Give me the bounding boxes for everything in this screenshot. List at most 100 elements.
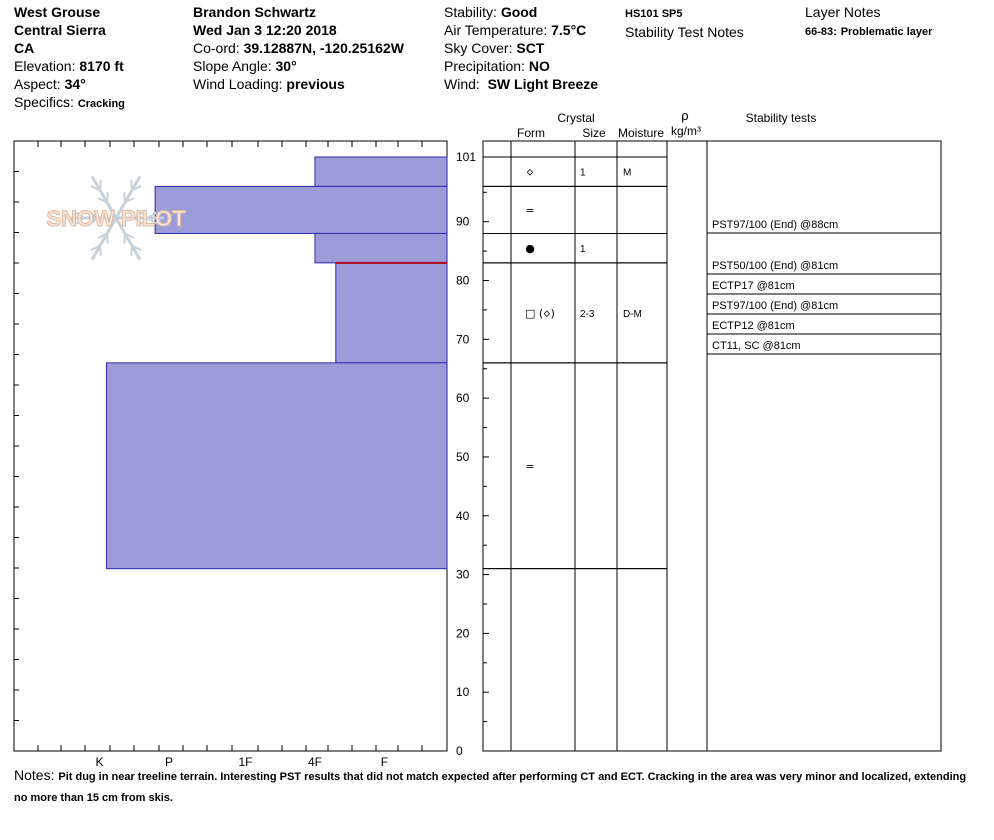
depth-tick-label: 0 [456, 744, 463, 758]
snowflake-arm [90, 217, 118, 261]
observation-datetime: Wed Jan 3 12:20 2018 [193, 22, 337, 38]
stability-tests-panel: PST97/100 (End) @88cm PST50/100 (End) @81… [707, 219, 941, 355]
observer-name: Brandon Schwartz [193, 4, 316, 20]
coord-value: 39.12887N, -120.25162W [243, 40, 404, 56]
snowflake-branch [147, 211, 157, 219]
stability-test-result: ECTP17 @81cm [712, 280, 795, 292]
depth-tick-label: 60 [456, 391, 470, 405]
precip-value: NO [528, 58, 550, 74]
snowflake-arm [90, 175, 118, 219]
coord-label: Co-ord: [193, 40, 240, 56]
notes: Notes: Pit dug in near treeline terrain.… [14, 766, 974, 808]
moisture-header: Moisture [618, 126, 664, 140]
conditions-info: Stability: Good Air Temperature: 7.5°C S… [444, 3, 598, 93]
elevation-label: Elevation: [14, 58, 76, 74]
grain-size: 2-3 [580, 309, 595, 320]
snowflake-arm [114, 217, 142, 261]
layer-table: Crystal Form Size Moisture ρkg/m³ Stability t… [482, 108, 942, 752]
density-header: kg/m³ [671, 124, 701, 138]
elevation-value: 8170 ft [79, 58, 124, 74]
stability-test-result: ECTP12 @81cm [712, 320, 795, 332]
depth-tick-label: 70 [456, 332, 470, 346]
snowflake-branch [124, 197, 135, 204]
snowflake-branch [90, 185, 101, 192]
specifics-label: Specifics: [14, 94, 74, 110]
wind-label: Wind: [444, 76, 480, 92]
snowflake-branch [97, 232, 108, 239]
hardness-label: P [165, 755, 173, 769]
grain-size: 1 [580, 168, 586, 179]
snowflake-branch [89, 211, 99, 219]
snowflake-branch [130, 245, 133, 256]
crystal-header: Crystal [557, 111, 594, 125]
snowflake-branch [131, 244, 142, 251]
snowflake-branch [99, 245, 102, 256]
moisture-value: M [623, 168, 631, 179]
wind-loading-value: previous [286, 76, 345, 92]
size-header: Size [582, 126, 606, 140]
depth-tick-label: 90 [456, 215, 470, 229]
grain-form: □ (🝔) [525, 307, 555, 320]
stability-test-result: CT11, SC @81cm [712, 340, 801, 352]
layer-notes: Layer Notes 66-83: Problematic layer [805, 3, 932, 41]
snowflake-branch [124, 232, 135, 239]
snowflake-branch [90, 244, 101, 251]
observer-info: Brandon Schwartz Wed Jan 3 12:20 2018 Co… [193, 3, 404, 93]
moisture-value: D-M [623, 309, 642, 320]
specifics-value: Cracking [77, 98, 125, 110]
form-header: Form [517, 126, 545, 140]
grain-size: 1 [580, 244, 586, 255]
snowflake-branch [123, 233, 126, 244]
snowflake-branch [106, 233, 109, 244]
stability-label: Stability: [444, 4, 497, 20]
grain-form: ● [525, 242, 535, 255]
slope-value: 30° [275, 58, 297, 74]
summary-info: HS101 SP5 Stability Test Notes [625, 3, 744, 41]
grain-form: = [525, 204, 534, 217]
snowflake-branch [97, 197, 108, 204]
snowflake-branch [131, 185, 142, 192]
hardness-bar [335, 262, 448, 364]
depth-tick-label: 40 [456, 509, 470, 523]
air-temp-value: 7.5°C [551, 22, 587, 38]
grain-form: 🝔 [526, 166, 534, 179]
range: Central Sierra [14, 22, 106, 38]
stability-value: Good [500, 4, 538, 20]
hardness-plot: IKP1F4FF0102030405060708090101 [13, 140, 489, 769]
stability-test-notes: Stability Test Notes [625, 24, 744, 40]
snowpilot-logo: SNOW PILOT [46, 175, 187, 261]
snowflake-branch [147, 217, 157, 225]
snowflake-branch [75, 217, 85, 225]
stability-tests-header: Stability tests [746, 111, 817, 125]
depth-tick-label: 101 [456, 150, 476, 164]
precip-label: Precipitation: [444, 58, 525, 74]
wind-loading-label: Wind Loading: [193, 76, 283, 92]
density-symbol: ρ [681, 108, 688, 123]
snowflake-branch [75, 211, 85, 219]
snowflake-branch [133, 211, 143, 219]
hardness-label: 1F [238, 755, 252, 769]
sky-label: Sky Cover: [444, 40, 513, 56]
hardness-bar [314, 156, 448, 187]
hardness-label: K [95, 755, 103, 769]
logo-text: SNOW PILOT [46, 206, 186, 231]
depth-tick-label: 20 [456, 626, 470, 640]
snowflake-arm [114, 175, 142, 219]
stability-test-result: PST97/100 (End) @81cm [712, 300, 838, 312]
hardness-bar [105, 362, 448, 570]
state: CA [14, 40, 35, 56]
air-temp-label: Air Temperature: [444, 22, 548, 38]
hs-summary: HS101 SP5 [625, 8, 683, 20]
layer-notes-title: Layer Notes [805, 4, 881, 20]
depth-tick-label: 80 [456, 274, 470, 288]
grain-form: = [525, 460, 534, 473]
snowflake-branch [130, 180, 133, 191]
sky-value: SCT [516, 40, 545, 56]
depth-tick-label: 50 [456, 450, 470, 464]
layer-note-text: Problematic layer [840, 26, 933, 38]
depth-tick-label: 30 [456, 568, 470, 582]
snowflake-branch [133, 217, 143, 225]
location: West Grouse [14, 4, 101, 20]
hardness-label: F [381, 755, 388, 769]
